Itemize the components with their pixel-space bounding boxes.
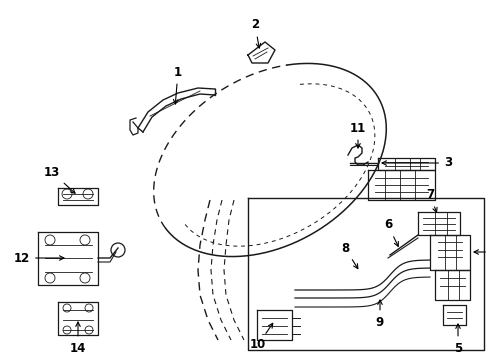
Text: 6: 6	[383, 219, 398, 246]
Text: 9: 9	[375, 300, 384, 328]
Text: 14: 14	[70, 322, 86, 355]
Text: 11: 11	[349, 122, 366, 148]
Text: 12: 12	[14, 252, 64, 265]
Text: 10: 10	[249, 323, 272, 351]
Text: 8: 8	[340, 242, 357, 269]
Text: 13: 13	[44, 166, 75, 193]
Text: 4: 4	[473, 246, 488, 258]
Text: 5: 5	[453, 324, 461, 355]
Text: 1: 1	[173, 66, 182, 104]
Text: 3: 3	[381, 157, 451, 170]
Text: 2: 2	[250, 18, 260, 48]
Text: 7: 7	[425, 189, 436, 212]
